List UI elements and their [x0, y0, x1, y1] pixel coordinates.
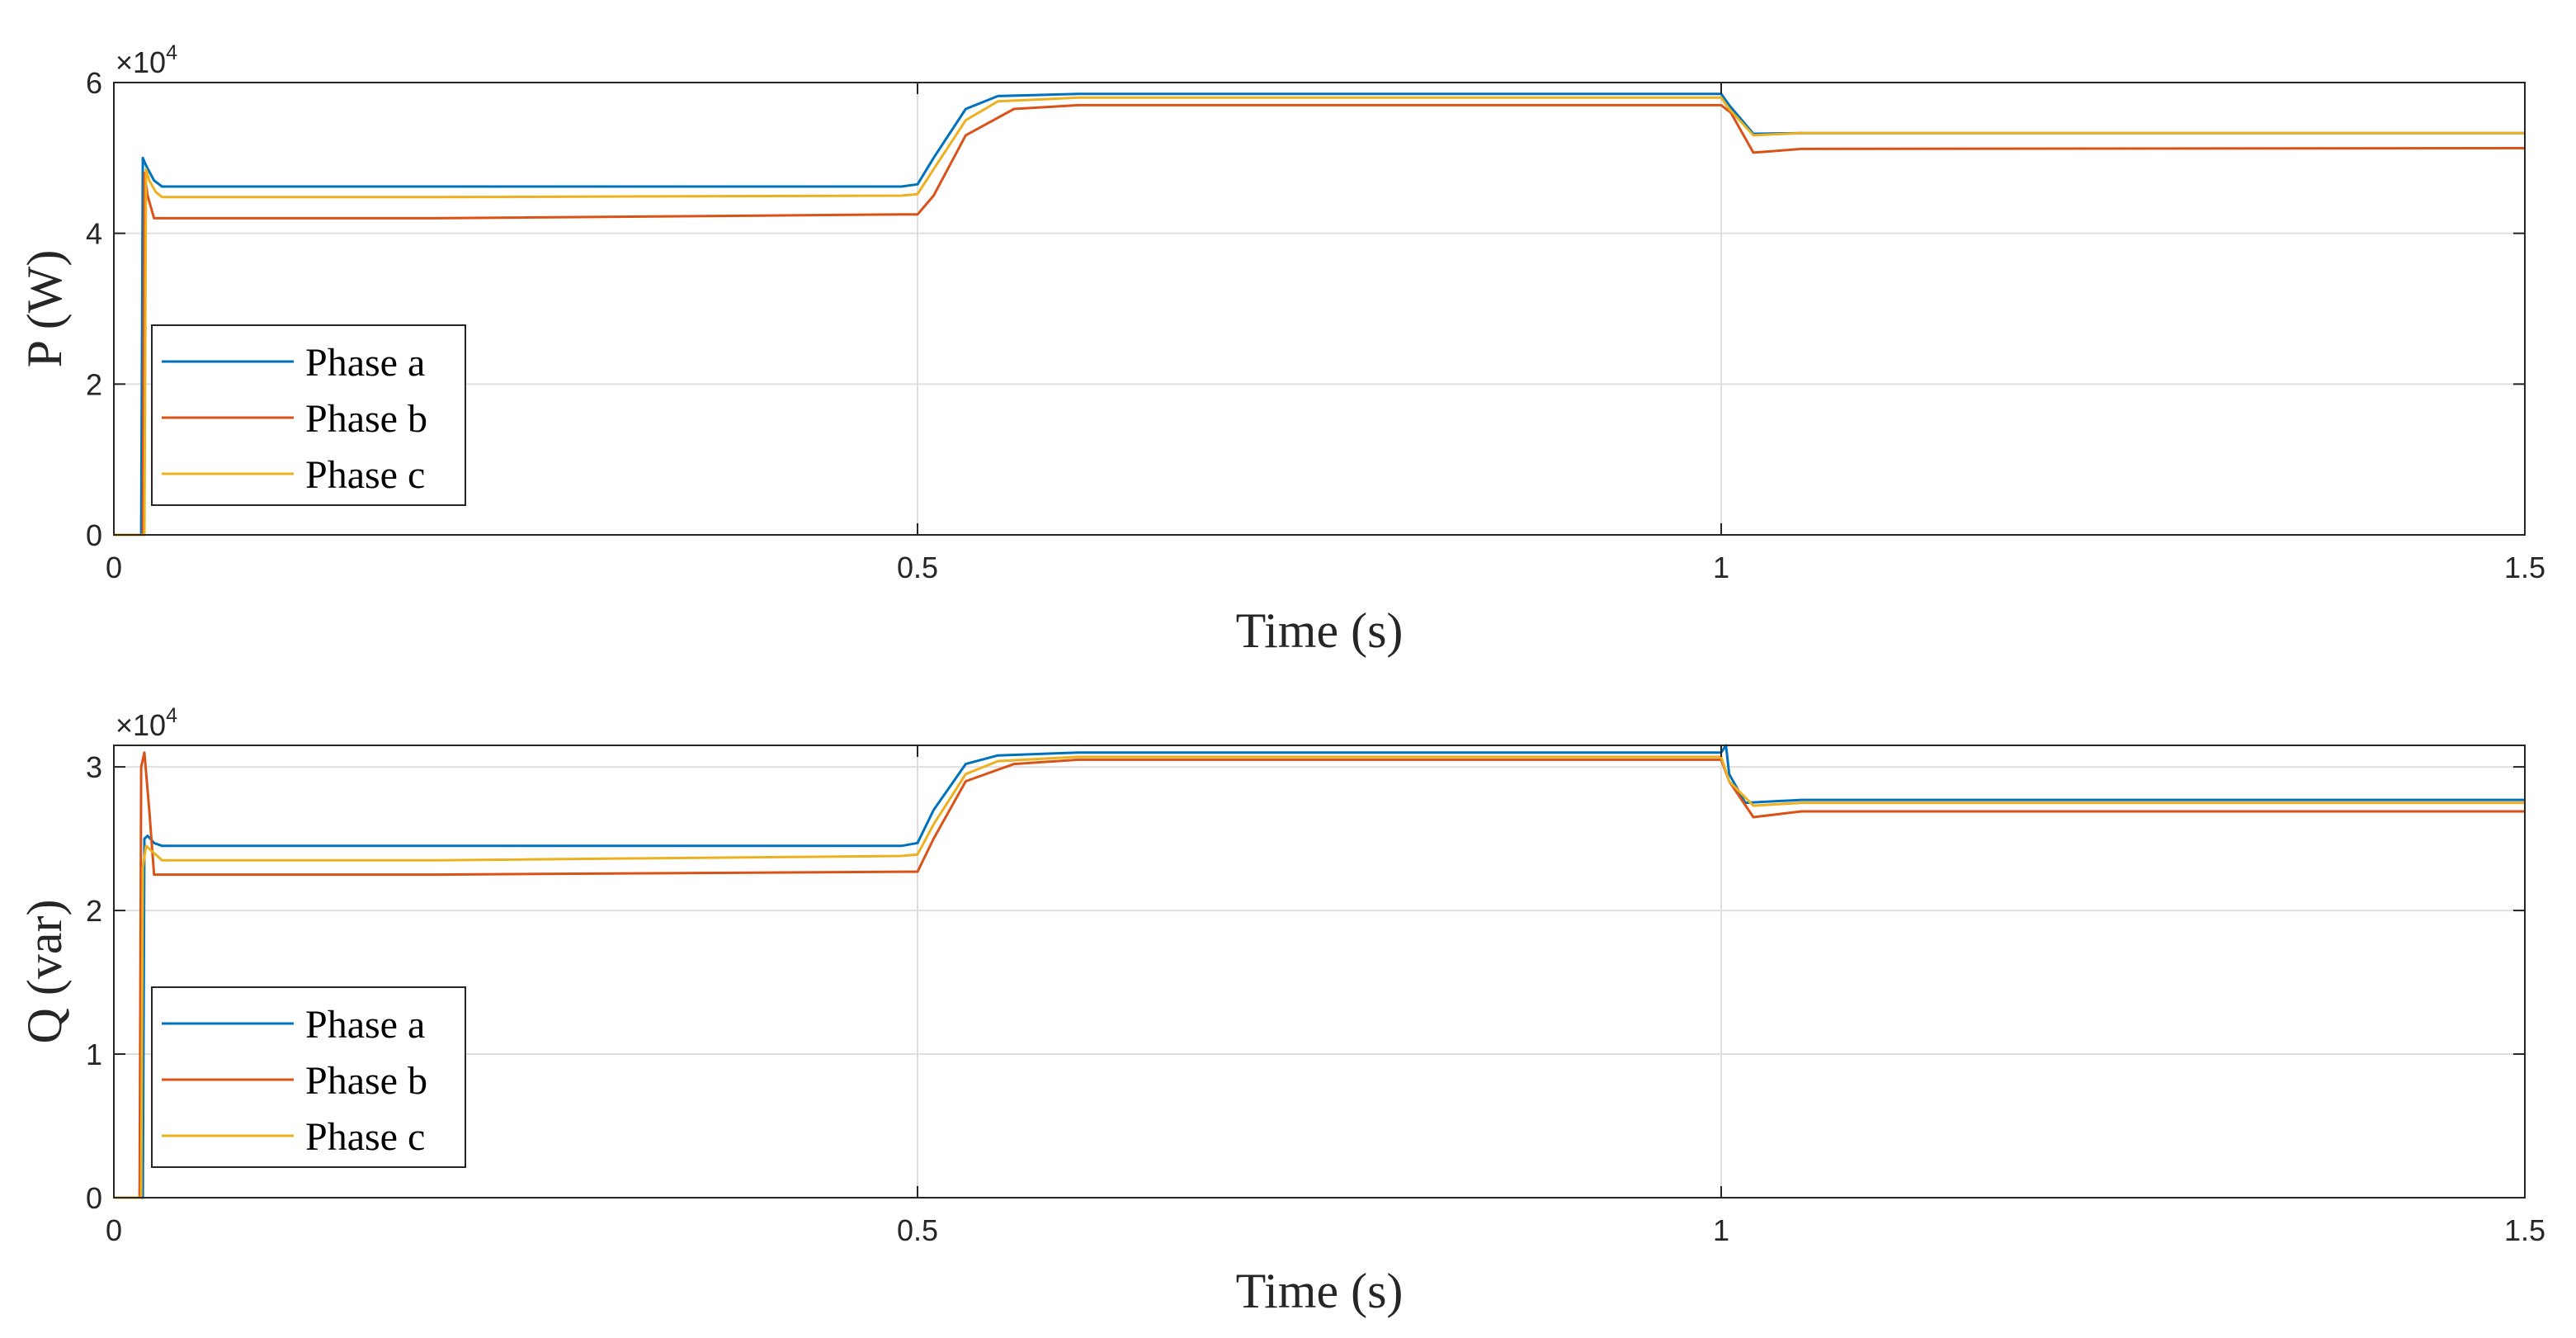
y-tick-label: 3 — [86, 750, 102, 784]
legend-p: Phase a Phase b Phase c — [151, 324, 466, 506]
y-axis-label-q: Q (var) — [17, 900, 72, 1044]
series-line-phase-c — [114, 96, 2525, 537]
x-axis-label-p: Time (s) — [1236, 603, 1404, 658]
y-exponent-label-q: ×104 — [116, 704, 177, 742]
y-axis-label-p: P (W) — [17, 250, 72, 368]
y-exponent-label-p: ×104 — [116, 41, 177, 79]
y-tick-label: 1 — [86, 1038, 102, 1071]
y-tick-label: 2 — [86, 367, 102, 401]
series-line-phase-a — [114, 744, 2525, 1199]
series-line-phase-a — [114, 92, 2525, 537]
x-axis-label-q: Time (s) — [1236, 1264, 1404, 1318]
legend-label-phase-a: Phase a — [305, 341, 425, 385]
legend-label-phase-b: Phase b — [305, 1059, 427, 1103]
x-tick-label: 0 — [106, 551, 122, 584]
y-tick-label: 2 — [86, 894, 102, 928]
x-tick-label: 0 — [106, 1213, 122, 1247]
legend-label-phase-b: Phase b — [305, 397, 427, 441]
legend-q: Phase a Phase b Phase c — [151, 986, 466, 1168]
x-tick-label: 0.5 — [897, 1213, 938, 1247]
x-tick-label: 1 — [1713, 1213, 1729, 1247]
active-power-chart: 0 0.5 1 1.5 0 2 4 6 ×104 Time (s) P (W) Phase a… — [17, 41, 2545, 658]
y-tick-label: 0 — [86, 1181, 102, 1215]
legend-label-phase-c: Phase c — [305, 1115, 425, 1159]
legend-label-phase-c: Phase c — [305, 453, 425, 497]
series-line-phase-c — [114, 755, 2525, 1199]
reactive-power-chart: 0 0.5 1 1.5 0 1 2 3 ×104 Time (s) Q (var) Phase… — [17, 704, 2545, 1318]
x-tick-label: 1 — [1713, 551, 1729, 584]
y-tick-label: 6 — [86, 66, 102, 100]
x-tick-label: 0.5 — [897, 551, 938, 584]
x-tick-label: 1.5 — [2504, 551, 2545, 584]
y-tick-label: 4 — [86, 217, 102, 251]
x-tick-label: 1.5 — [2504, 1213, 2545, 1247]
y-tick-label: 0 — [86, 518, 102, 552]
legend-label-phase-a: Phase a — [305, 1003, 425, 1047]
